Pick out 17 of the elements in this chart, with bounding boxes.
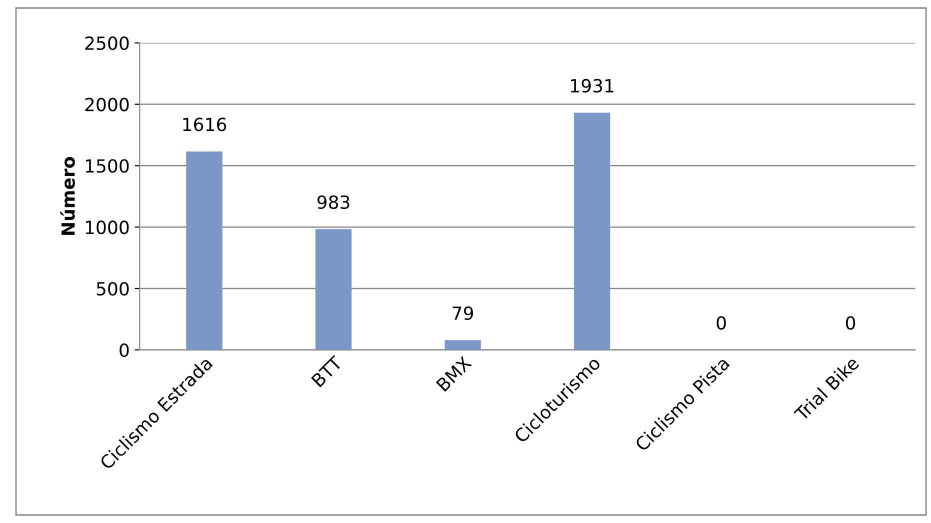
data-label: 1616 (183, 118, 226, 132)
y-tick-label: 0 (120, 343, 129, 358)
y-tick-label: 1500 (86, 159, 129, 173)
y-tick-label: 1000 (86, 220, 129, 234)
y-axis-title: Número (60, 156, 75, 235)
bar (574, 112, 610, 350)
data-label: 0 (716, 316, 726, 330)
y-tick-label: 500 (96, 282, 129, 296)
bar (315, 229, 352, 350)
data-label: 983 (317, 195, 350, 210)
y-tick-label: 2500 (85, 36, 129, 50)
y-tick-label: 2000 (85, 98, 129, 112)
bar (186, 151, 222, 350)
data-label: 79 (452, 306, 474, 320)
data-label: 1931 (571, 78, 614, 93)
bar (444, 340, 481, 350)
data-label: 0 (846, 316, 856, 330)
